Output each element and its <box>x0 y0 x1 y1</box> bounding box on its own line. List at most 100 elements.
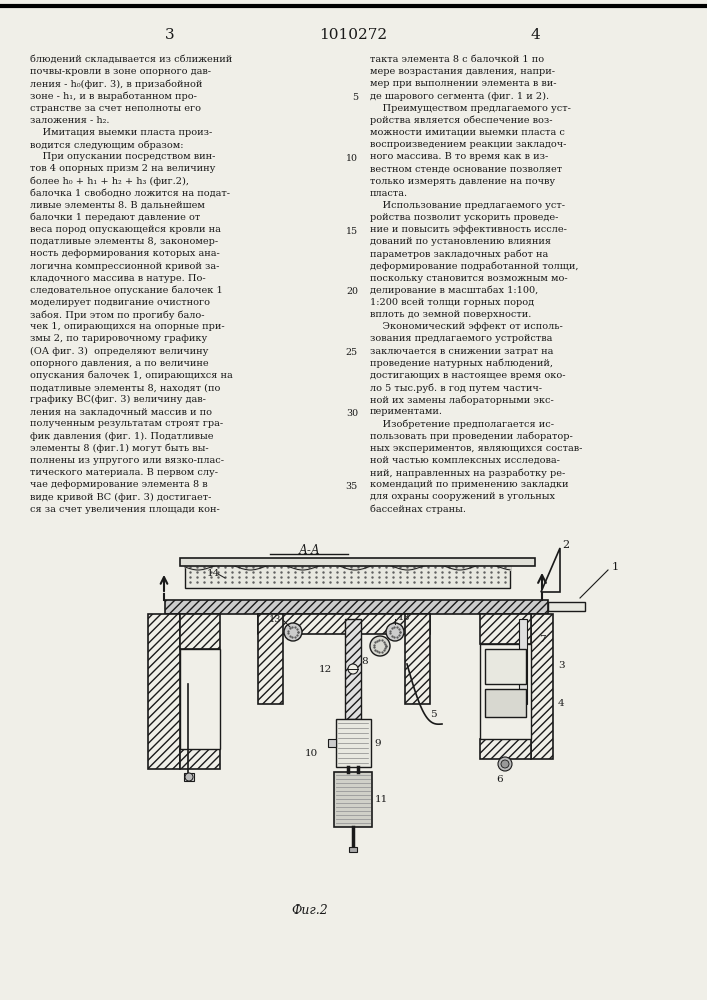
Bar <box>258 614 283 704</box>
Text: проведение натурных наблюдений,: проведение натурных наблюдений, <box>370 359 553 368</box>
Text: 6: 6 <box>497 774 503 784</box>
Text: вплоть до земной поверхности.: вплоть до земной поверхности. <box>370 310 532 319</box>
Text: балочка 1 свободно ложится на подат-: балочка 1 свободно ложится на подат- <box>30 189 230 198</box>
Text: заложения - h₂.: заложения - h₂. <box>30 116 110 125</box>
Text: 3: 3 <box>558 662 565 670</box>
Circle shape <box>348 664 358 674</box>
Circle shape <box>370 636 390 656</box>
Bar <box>345 619 361 719</box>
Text: для охраны сооружений в угольных: для охраны сооружений в угольных <box>370 492 555 501</box>
Circle shape <box>185 773 193 781</box>
Text: ройства является обеспечение воз-: ройства является обеспечение воз- <box>370 116 552 125</box>
Text: параметров закладочных работ на: параметров закладочных работ на <box>370 249 548 259</box>
Text: логична компрессионной кривой за-: логична компрессионной кривой за- <box>30 262 219 271</box>
Text: ного массива. В то время как в из-: ного массива. В то время как в из- <box>370 152 548 161</box>
Text: 1:200 всей толщи горных пород: 1:200 всей толщи горных пород <box>370 298 534 307</box>
Bar <box>336 719 371 767</box>
Circle shape <box>386 623 404 641</box>
Text: опускания балочек 1, опирающихся на: опускания балочек 1, опирающихся на <box>30 371 233 380</box>
Text: 9: 9 <box>374 738 380 748</box>
Text: ло 5 тыс.руб. в год путем частич-: ло 5 тыс.руб. в год путем частич- <box>370 383 542 393</box>
Text: податливые элементы 8, находят (по: податливые элементы 8, находят (по <box>30 383 221 392</box>
Text: 13: 13 <box>398 613 411 622</box>
Text: следовательное опускание балочек 1: следовательное опускание балочек 1 <box>30 286 223 295</box>
Text: делирование в масштабах 1:100,: делирование в масштабах 1:100, <box>370 286 538 295</box>
Bar <box>185 563 510 588</box>
Text: тического материала. В первом слу-: тического материала. В первом слу- <box>30 468 218 477</box>
Polygon shape <box>541 548 560 592</box>
Text: вестном стенде основание позволяет: вестном стенде основание позволяет <box>370 164 562 173</box>
Text: балочки 1 передают давление от: балочки 1 передают давление от <box>30 213 200 222</box>
Text: более h₀ + h₁ + h₂ + h₃ (фиг.2),: более h₀ + h₁ + h₂ + h₃ (фиг.2), <box>30 176 189 186</box>
Text: моделирует подвигание очистного: моделирует подвигание очистного <box>30 298 210 307</box>
Text: ной их замены лабораторными экс-: ной их замены лабораторными экс- <box>370 395 554 405</box>
Bar <box>349 847 357 852</box>
Text: мер при выполнении элемента в ви-: мер при выполнении элемента в ви- <box>370 79 556 88</box>
Text: 8: 8 <box>362 656 368 666</box>
Text: фик давления (фиг. 1). Податливые: фик давления (фиг. 1). Податливые <box>30 432 214 441</box>
Text: 14: 14 <box>207 568 221 578</box>
Circle shape <box>498 757 512 771</box>
Text: ся за счет увеличения площади кон-: ся за счет увеличения площади кон- <box>30 505 220 514</box>
Text: мере возрастания давления, напри-: мере возрастания давления, напри- <box>370 67 555 76</box>
Bar <box>405 614 430 704</box>
Text: 25: 25 <box>346 348 358 357</box>
Circle shape <box>501 760 509 768</box>
Text: 1010272: 1010272 <box>319 28 387 42</box>
Text: странстве за счет неполноты его: странстве за счет неполноты его <box>30 104 201 113</box>
Text: виде кривой ВС (фиг. 3) достигает-: виде кривой ВС (фиг. 3) достигает- <box>30 492 211 502</box>
Text: 5: 5 <box>352 93 358 102</box>
Text: Экономический эффект от исполь-: Экономический эффект от исполь- <box>370 322 563 331</box>
Bar <box>180 614 220 649</box>
Text: тов 4 опорных призм 2 на величину: тов 4 опорных призм 2 на величину <box>30 164 216 173</box>
Bar <box>480 644 531 739</box>
Text: Использование предлагаемого уст-: Использование предлагаемого уст- <box>370 201 565 210</box>
Text: податливые элементы 8, закономер-: податливые элементы 8, закономер- <box>30 237 218 246</box>
Circle shape <box>284 623 302 641</box>
Bar <box>180 558 535 566</box>
Text: дований по установлению влияния: дований по установлению влияния <box>370 237 551 246</box>
Text: (ОА фиг. 3)  определяют величину: (ОА фиг. 3) определяют величину <box>30 347 209 356</box>
Text: блюдений складывается из сближений: блюдений складывается из сближений <box>30 55 233 64</box>
Text: 1: 1 <box>612 562 619 572</box>
Text: 35: 35 <box>346 482 358 491</box>
Text: полученным результатам строят гра-: полученным результатам строят гра- <box>30 420 223 428</box>
Bar <box>328 739 336 747</box>
Bar <box>531 614 553 759</box>
Text: пользовать при проведении лаборатор-: пользовать при проведении лаборатор- <box>370 432 573 441</box>
Bar <box>148 614 180 769</box>
Text: заключается в снижении затрат на: заключается в снижении затрат на <box>370 347 554 356</box>
Text: 12: 12 <box>318 664 332 674</box>
Text: При опускании посредством вин-: При опускании посредством вин- <box>30 152 216 161</box>
Bar <box>258 614 430 634</box>
Text: только измерять давление на почву: только измерять давление на почву <box>370 176 555 186</box>
Text: чек 1, опирающихся на опорные при-: чек 1, опирающихся на опорные при- <box>30 322 225 331</box>
Bar <box>334 772 372 827</box>
Text: Изобретение предполагается ис-: Изобретение предполагается ис- <box>370 420 554 429</box>
Text: такта элемента 8 с балочкой 1 по: такта элемента 8 с балочкой 1 по <box>370 55 544 64</box>
Text: ной частью комплексных исследова-: ной частью комплексных исследова- <box>370 456 560 465</box>
Text: де шарового сегмента (фиг. 1 и 2).: де шарового сегмента (фиг. 1 и 2). <box>370 91 549 101</box>
Text: 4: 4 <box>530 28 540 42</box>
Bar <box>180 649 220 749</box>
Text: 3: 3 <box>165 28 175 42</box>
Text: периментами.: периментами. <box>370 407 443 416</box>
Text: опорного давления, а по величине: опорного давления, а по величине <box>30 359 209 368</box>
Text: Имитация выемки пласта произ-: Имитация выемки пласта произ- <box>30 128 212 137</box>
Text: пласта.: пласта. <box>370 189 408 198</box>
Text: ных экспериментов, являющихся состав-: ных экспериментов, являющихся состав- <box>370 444 583 453</box>
Text: 10: 10 <box>346 154 358 163</box>
Text: ления - h₀(фиг. 3), в призабойной: ления - h₀(фиг. 3), в призабойной <box>30 79 202 89</box>
Text: ления на закладочный массив и по: ления на закладочный массив и по <box>30 407 212 416</box>
Text: Преимуществом предлагаемого уст-: Преимуществом предлагаемого уст- <box>370 104 571 113</box>
Text: комендаций по применению закладки: комендаций по применению закладки <box>370 480 568 489</box>
Text: 11: 11 <box>375 794 388 804</box>
Text: зоне - h₁, и в выработанном про-: зоне - h₁, и в выработанном про- <box>30 91 197 101</box>
Text: ний, направленных на разработку ре-: ний, направленных на разработку ре- <box>370 468 566 478</box>
Text: поскольку становится возможным мо-: поскольку становится возможным мо- <box>370 274 568 283</box>
Text: 30: 30 <box>346 409 358 418</box>
Text: 5: 5 <box>430 710 436 719</box>
Text: 4: 4 <box>558 698 565 708</box>
Text: 7: 7 <box>539 635 546 644</box>
Text: воспроизведением реакции закладоч-: воспроизведением реакции закладоч- <box>370 140 566 149</box>
